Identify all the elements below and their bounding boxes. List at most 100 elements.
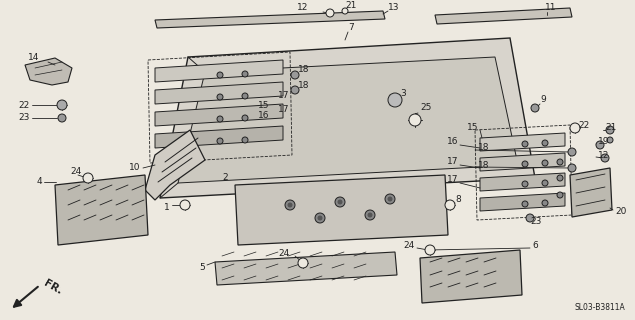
Polygon shape [570,168,612,217]
Circle shape [542,160,548,166]
Text: 17: 17 [278,106,290,115]
Polygon shape [155,60,283,82]
Text: 7: 7 [348,23,354,33]
Circle shape [315,213,325,223]
Circle shape [242,71,248,77]
Circle shape [298,258,308,268]
Text: 15: 15 [467,123,478,132]
Polygon shape [480,173,565,191]
Polygon shape [155,104,283,126]
Text: 16: 16 [446,138,458,147]
Text: 4: 4 [36,178,42,187]
Circle shape [242,93,248,99]
Text: 21: 21 [605,124,617,132]
Text: 20: 20 [615,207,626,217]
Text: 25: 25 [420,103,431,113]
Text: 13: 13 [388,3,399,12]
Circle shape [217,94,223,100]
Circle shape [522,201,528,207]
Text: 8: 8 [455,196,461,204]
Circle shape [291,71,299,79]
Circle shape [522,141,528,147]
Text: 22: 22 [578,121,589,130]
Circle shape [365,210,375,220]
Text: 12: 12 [297,4,309,12]
Circle shape [326,9,334,17]
Circle shape [318,216,322,220]
Text: 24: 24 [404,241,415,250]
Circle shape [368,213,372,217]
Circle shape [242,115,248,121]
Circle shape [557,159,563,165]
Text: 19: 19 [598,138,610,147]
Text: 18: 18 [298,81,309,90]
Circle shape [409,114,421,126]
Circle shape [335,197,345,207]
Polygon shape [25,58,72,85]
Text: 23: 23 [530,218,542,227]
Polygon shape [480,193,565,211]
Polygon shape [145,130,205,200]
Circle shape [596,141,604,149]
Circle shape [83,173,93,183]
Text: 11: 11 [545,4,556,12]
Polygon shape [155,11,385,28]
Circle shape [522,181,528,187]
Text: 16: 16 [258,110,269,119]
Polygon shape [155,126,283,148]
Circle shape [58,114,66,122]
Text: 17: 17 [446,175,458,185]
Circle shape [601,154,609,162]
Circle shape [568,148,576,156]
Text: 21: 21 [345,2,356,11]
Polygon shape [435,8,572,24]
Circle shape [526,214,534,222]
Text: 1: 1 [164,203,170,212]
Polygon shape [235,175,448,245]
Text: 6: 6 [532,241,538,250]
Circle shape [425,245,435,255]
Circle shape [388,197,392,201]
Text: SL03-B3811A: SL03-B3811A [574,303,625,313]
Circle shape [557,192,563,198]
Text: FR.: FR. [42,278,64,296]
Text: 15: 15 [258,100,269,109]
Circle shape [217,138,223,144]
Circle shape [388,93,402,107]
Text: 2: 2 [222,172,227,181]
Circle shape [606,126,614,134]
Circle shape [291,86,299,94]
Circle shape [522,161,528,167]
Circle shape [542,200,548,206]
Text: 17: 17 [278,91,290,100]
Polygon shape [55,175,148,245]
Text: 10: 10 [128,164,140,172]
Circle shape [180,200,190,210]
Polygon shape [160,38,535,198]
Circle shape [242,137,248,143]
Text: 18: 18 [478,143,490,153]
Text: 24: 24 [279,249,290,258]
Text: 9: 9 [540,95,545,105]
Circle shape [607,137,613,143]
Polygon shape [480,133,565,151]
Circle shape [568,164,576,172]
Polygon shape [155,82,283,104]
Circle shape [288,203,292,207]
Polygon shape [215,252,397,285]
Circle shape [385,194,395,204]
Text: 17: 17 [446,157,458,166]
Circle shape [557,175,563,181]
Polygon shape [420,250,522,303]
Text: 3: 3 [400,89,406,98]
Circle shape [57,100,67,110]
Polygon shape [178,57,518,183]
Polygon shape [480,153,565,171]
Text: 12: 12 [598,150,610,159]
Circle shape [217,116,223,122]
Circle shape [338,200,342,204]
Circle shape [217,72,223,78]
Text: 23: 23 [18,114,30,123]
Text: 22: 22 [19,100,30,109]
Circle shape [285,200,295,210]
